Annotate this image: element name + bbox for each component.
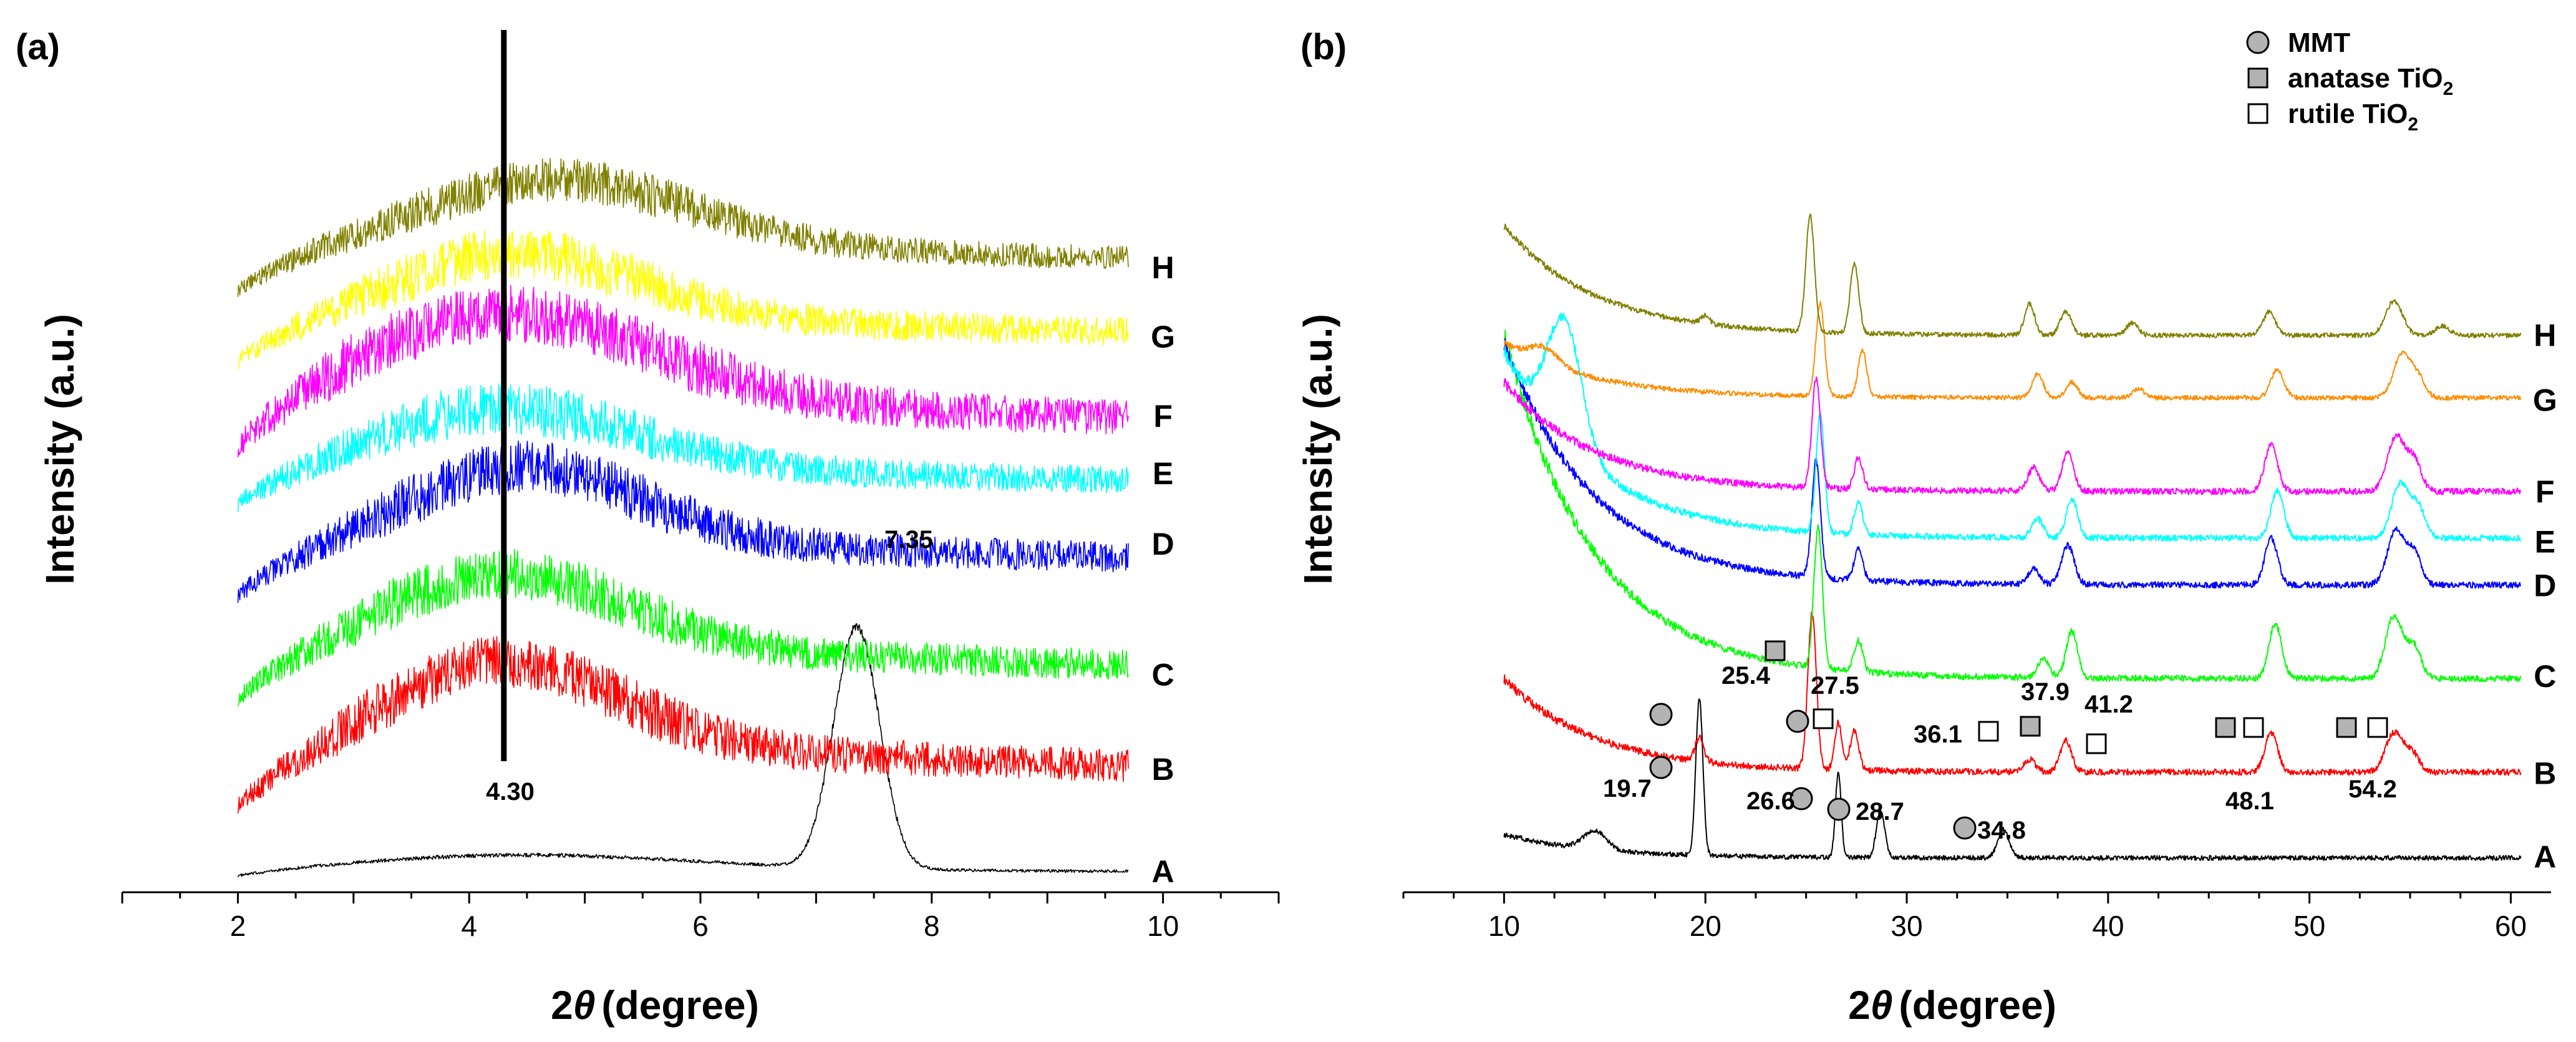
panel-b-annotation-25.4: 25.4 [1721,662,1771,689]
panel-b-rutile-marker [2243,717,2264,738]
panel-b-curve-A [1503,698,2522,861]
panel-b-annotation-26.6: 26.6 [1746,787,1795,815]
panel-b-tick-label: 60 [2495,910,2527,942]
panel-b-anatase-marker [2336,717,2357,738]
panel-b-x-axis-label: 2θ (degree) [1848,983,2056,1028]
panel-b-y-axis-label: Intensity (a.u.) [1295,314,1340,585]
panel-b-legend-label: MMT [2288,27,2350,58]
panel-b-legend-label: anatase TiO2 [2288,63,2453,99]
panel-b-tick-label: 20 [1690,910,1721,942]
panel-a-y-axis-label: Intensity (a.u.) [37,314,82,585]
panel-b-annotation-48.1: 48.1 [2225,787,2274,815]
panel-a-x-axis-label: 2θ (degree) [551,983,759,1028]
panel-b-annotation-41.2: 41.2 [2085,691,2133,718]
panel-b-tick-label: 50 [2293,910,2325,942]
panel-b-curve-B [1503,611,2522,776]
panel-b-mmt-marker [1953,816,1977,840]
panel-b-anatase-marker [2020,716,2041,737]
panel-a-curve-label-D: D [1152,527,1174,562]
panel-a-tick-label: 10 [1147,910,1179,942]
panel-b-rutile-marker [1978,721,1999,742]
panel-a-curve-H [237,158,1129,297]
panel-b-annotation-27.5: 27.5 [1811,672,1859,699]
panel-b-legend-marker-square [2247,67,2269,89]
panel-b-rutile-marker [2367,717,2388,738]
panel-b-curve-label-E: E [2535,524,2555,559]
panel-b-curve-label-D: D [2534,568,2556,603]
panel-a-curve-A [237,623,1129,877]
panel-a-curve-label-B: B [1152,752,1174,787]
panel-b-legend-label-main: anatase TiO [2288,63,2443,94]
panel-a-tick-label: 4 [461,910,477,942]
panel-b-legend-marker-square [2247,103,2269,124]
panel-a-curve-E [237,383,1129,513]
panel-a-curve-label-G: G [1151,319,1175,354]
panel-a-tick-label: 8 [924,910,940,942]
panel-b-legend-label-sub: 2 [2408,114,2418,135]
panel-b-annotation-28.7: 28.7 [1856,798,1904,825]
panel-a-x-axis: 2 4 6 8 10 [121,891,1280,942]
panel-b-mmt-marker [1789,787,1813,811]
panel-a-tick-label: 6 [692,910,709,942]
panel-b-tick-label: 40 [2092,910,2124,942]
panel-b-annotation-37.9: 37.9 [2021,678,2070,706]
panel-b-curve-C [1504,329,2522,683]
panel-b-curve-label-G: G [2533,382,2557,417]
panel-a-curve-C [237,548,1129,706]
panel-a-annotation-4.30: 4.30 [486,778,535,806]
panel-b-annotation-36.1: 36.1 [1914,721,1962,748]
panel-a-curve-label-E: E [1153,456,1173,491]
panel-b-curve-label-C: C [2534,659,2556,694]
panel-a-curve-label-A: A [1152,854,1174,889]
panel-b-curve-F [1503,376,2522,495]
panel-b-x-axis: 10 20 30 40 50 60 [1402,891,2551,942]
panel-b-mmt-marker [1649,756,1673,779]
panel-a-curve-label-H: H [1152,250,1174,285]
panel-a-curve-F [237,285,1129,457]
panel-b-anatase-marker [1765,640,1786,661]
panel-b-annotation-34.8: 34.8 [1977,817,2026,844]
panel-b-legend-label-main: MMT [2288,27,2350,58]
panel-a-curve-G [237,228,1129,369]
panel-b: (b) Intensity (a.u.) A B C DEF GH 10 20 30 40 50… [1295,27,2557,1028]
panel-b-annotation-19.7: 19.7 [1603,775,1652,802]
panel-b-curves: A B C DEF GH [1503,213,2557,874]
panel-b-tick-label: 10 [1488,910,1520,942]
panel-a-curves: A B C D EF GH [237,158,1175,889]
panel-a-curve-label-C: C [1152,657,1174,692]
panel-b-tick-label: 30 [1891,910,1922,942]
panel-a-annotations: 7.35 4.30 [486,30,933,806]
panel-b-curve-G [1504,301,2522,401]
panel-b-curve-H [1503,213,2522,339]
panel-b-mmt-marker [1786,709,1809,733]
panel-b-legend-marker-circle [2246,31,2270,54]
panel-b-annotation-54.2: 54.2 [2348,776,2397,803]
panel-b-annotations: 19.7 25.4 26.6 27.5 28.7 34.8 36.1 37.9 41.2 48.1… [1603,640,2397,844]
panel-a: (a) Intensity (a.u.) A B C D EF GH 2 4 6 8 10 2θ(… [16,27,1280,1028]
panel-b-mmt-marker [1827,797,1851,821]
panel-a-tick-label: 2 [230,910,246,942]
panel-b-curve-E [1503,312,2521,542]
panel-b-curve-label-B: B [2534,756,2556,791]
panel-b-legend-label-main: rutile TiO [2288,99,2408,129]
panel-b-legend-label: rutile TiO2 [2288,99,2418,135]
panel-b-curve-label-H: H [2534,318,2556,353]
panel-b-curve-label-F: F [2535,474,2555,509]
panel-a-label: (a) [16,27,60,67]
panel-b-rutile-marker [1813,708,1834,729]
panel-b-curve-label-A: A [2534,839,2556,874]
panel-a-annotation-7.35: 7.35 [884,526,933,553]
panel-a-curve-D [237,441,1129,603]
panel-a-curve-label-F: F [1153,399,1173,434]
panel-a-curve-B [237,636,1129,814]
panel-b-mmt-marker [1649,703,1673,726]
panel-b-curve-D [1503,338,2522,589]
panel-b-rutile-marker [2086,733,2107,754]
panel-b-legend-label-sub: 2 [2443,79,2454,99]
panel-b-anatase-marker [2215,717,2236,738]
panel-b-label: (b) [1300,27,1347,67]
